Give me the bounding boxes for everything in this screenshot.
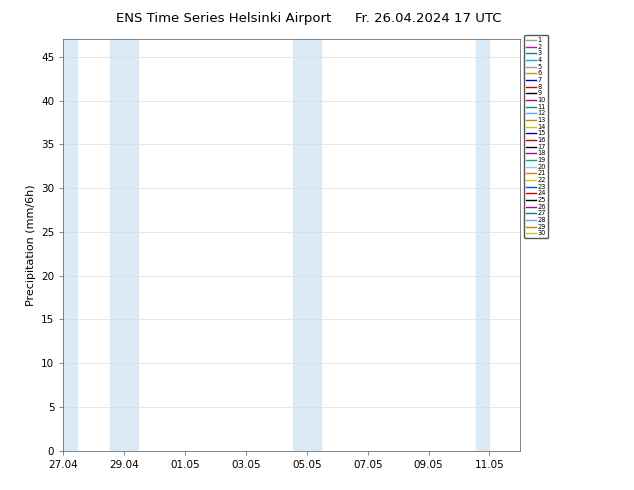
Bar	[476, 39, 489, 451]
Y-axis label: Precipitation (mm/6h): Precipitation (mm/6h)	[25, 184, 36, 306]
Bar	[110, 39, 138, 451]
Text: ENS Time Series Helsinki Airport: ENS Time Series Helsinki Airport	[115, 12, 331, 25]
Bar	[293, 39, 321, 451]
Bar	[63, 39, 77, 451]
Legend: 1, 2, 3, 4, 5, 6, 7, 8, 9, 10, 11, 12, 13, 14, 15, 16, 17, 18, 19, 20, 21, 22, 2: 1, 2, 3, 4, 5, 6, 7, 8, 9, 10, 11, 12, 1…	[524, 35, 548, 239]
Text: Fr. 26.04.2024 17 UTC: Fr. 26.04.2024 17 UTC	[355, 12, 502, 25]
